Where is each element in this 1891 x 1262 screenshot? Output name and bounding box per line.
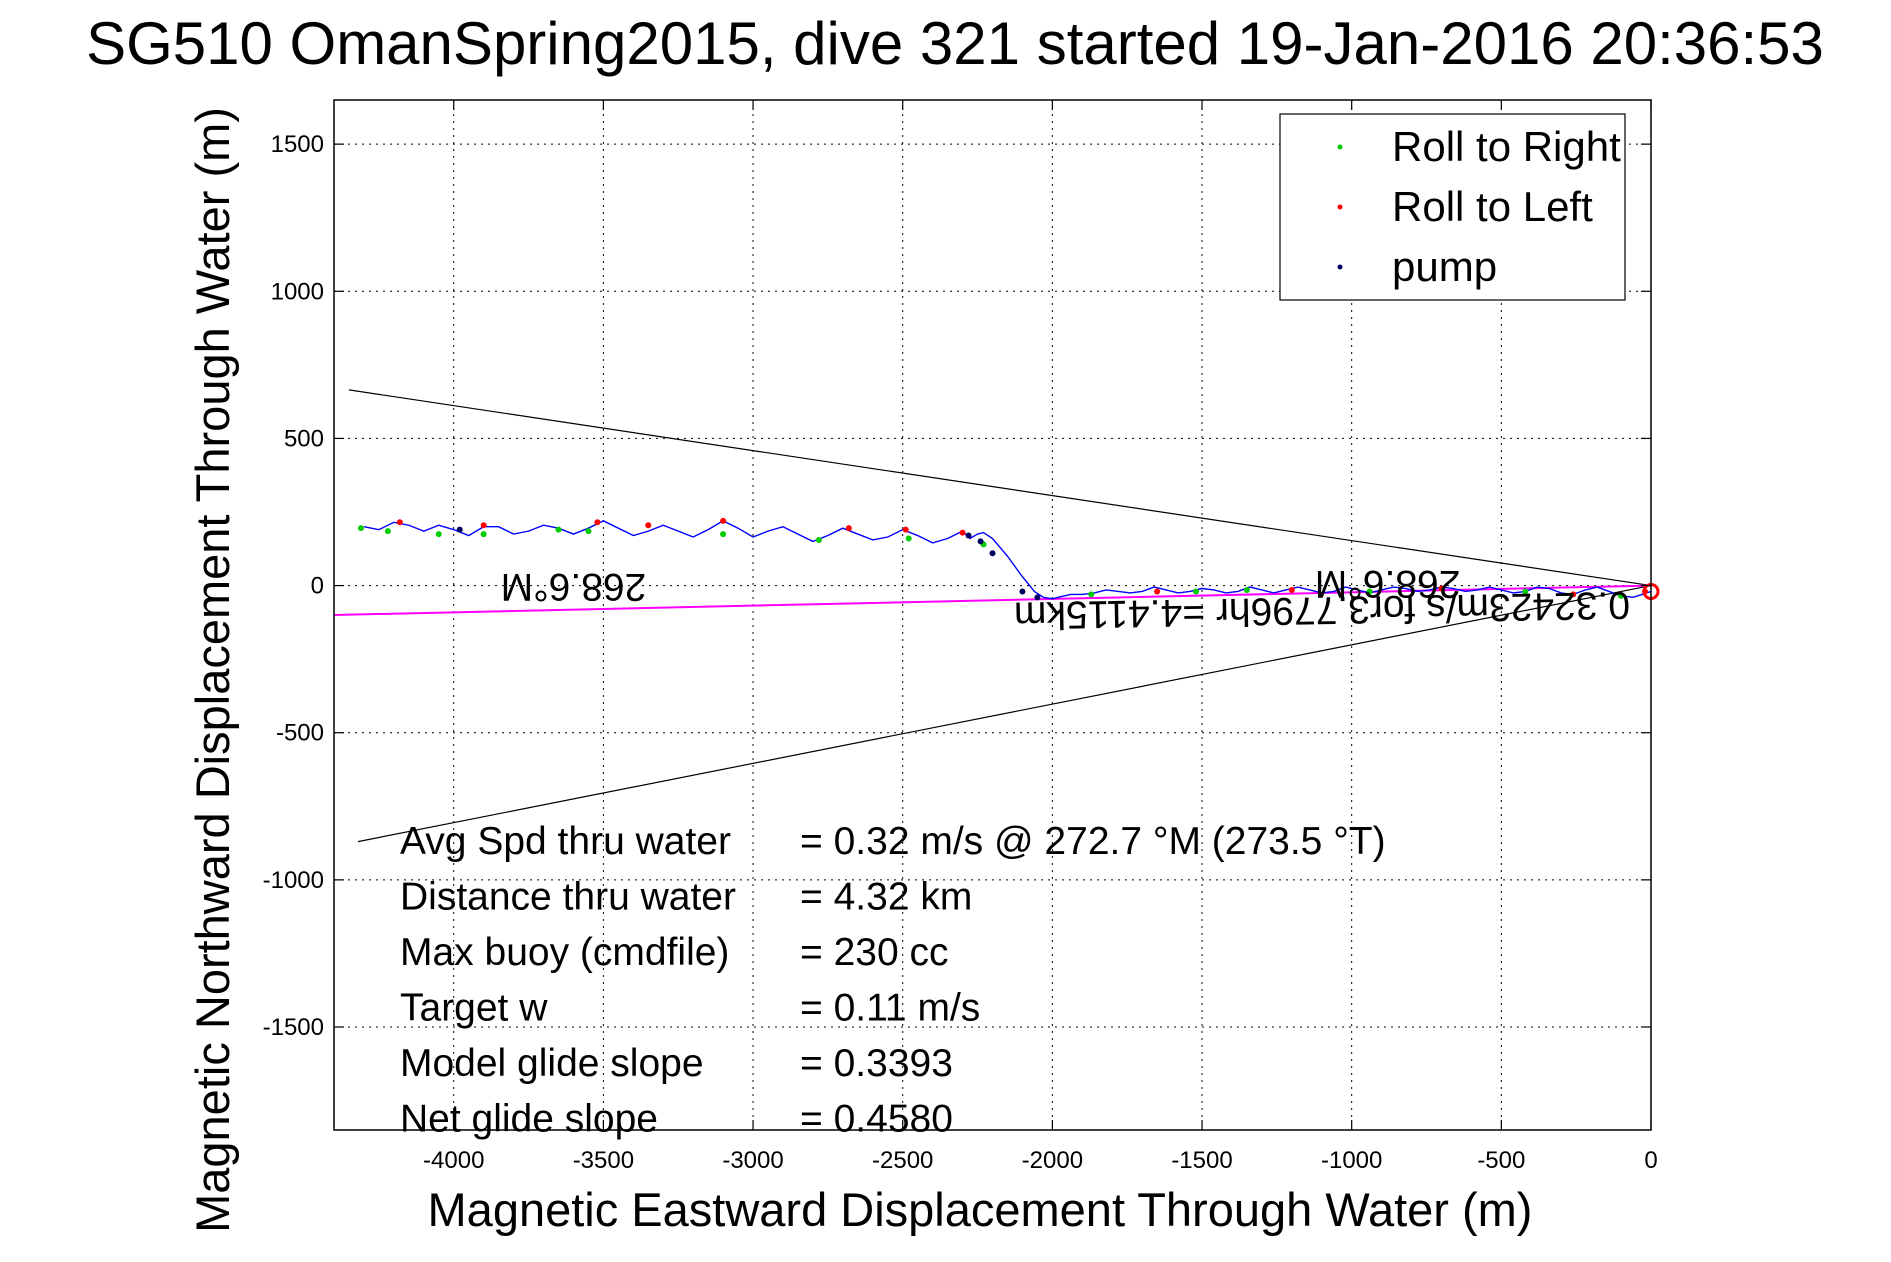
plot-frame: [333, 99, 1652, 1131]
y-tick-label: 0: [311, 573, 324, 600]
y-tick-label: -1500: [263, 1014, 324, 1041]
grid-lines: [334, 100, 1652, 1130]
roll-right-point: [555, 526, 562, 533]
pump-point: [989, 550, 996, 557]
x-tick-label: -3000: [722, 1147, 783, 1174]
x-tick-label: -4000: [423, 1147, 484, 1174]
roll-right-point: [720, 531, 727, 538]
heading-annotation: 0.32423m/s for3.7796hr =4.4115km: [1014, 583, 1631, 637]
stat-label: Net glide slope: [400, 1098, 658, 1141]
x-tick-label: -500: [1477, 1147, 1525, 1174]
roll-right-point: [905, 535, 912, 542]
stats-block: Avg Spd thru water = 0.32 m/s @ 272.7 °M …: [400, 820, 1386, 1141]
roll-right-point: [1366, 588, 1373, 595]
stat-label: Max buoy (cmdfile): [400, 931, 729, 974]
points-layer: [357, 517, 1649, 601]
stat-label: Avg Spd thru water: [400, 820, 731, 863]
roll-right-point: [1088, 591, 1095, 598]
x-tick-label: -2500: [872, 1147, 933, 1174]
roll-left-point: [902, 526, 909, 533]
pump-point: [1019, 588, 1026, 595]
stat-value: = 0.3393: [800, 1042, 953, 1085]
legend-marker: [1337, 264, 1343, 270]
heading-line: [357, 584, 1652, 843]
x-axis-label: Magnetic Eastward Displacement Through W…: [428, 1183, 1533, 1236]
legend-label: pump: [1392, 243, 1497, 290]
ticks: -4000 -3500 -3000 -2500 -2000 -1500 -1000 -500 0…: [263, 100, 1658, 1174]
stat-value: = 230 cc: [800, 931, 949, 974]
roll-left-point: [720, 517, 727, 524]
y-tick-label: 1500: [271, 131, 324, 158]
roll-right-point: [435, 531, 442, 538]
roll-right-point: [357, 525, 364, 532]
glider-track: [363, 520, 1652, 600]
roll-left-point: [1570, 591, 1577, 598]
x-tick-label: -2000: [1022, 1147, 1083, 1174]
roll-left-point: [645, 522, 652, 529]
roll-left-point: [1154, 588, 1161, 595]
y-tick-label: 1000: [271, 278, 324, 305]
x-tick-label: -1500: [1171, 1147, 1232, 1174]
roll-right-point: [1522, 588, 1529, 595]
stat-value: = 0.11 m/s: [800, 987, 980, 1030]
stat-label: Distance thru water: [400, 876, 736, 919]
roll-left-point: [594, 519, 601, 526]
roll-left-point: [959, 529, 966, 536]
roll-right-point: [815, 536, 822, 543]
x-tick-label: -3500: [573, 1147, 634, 1174]
x-tick-label: 0: [1644, 1147, 1657, 1174]
roll-left-point: [1438, 585, 1445, 592]
stat-value: = 0.32 m/s @ 272.7 °M (273.5 °T): [800, 820, 1386, 863]
legend-label: Roll to Right: [1392, 123, 1621, 170]
roll-left-point: [1288, 586, 1295, 593]
stat-label: Model glide slope: [400, 1042, 704, 1085]
heading-annotation: 268.6°M: [501, 565, 647, 608]
pump-point: [456, 526, 463, 533]
heading-line: [333, 584, 1652, 616]
annotations: 268.6°M 268.6°M0.32423m/s for3.7796hr =4.…: [501, 562, 1631, 637]
heading-line: [348, 389, 1652, 587]
y-tick-label: -500: [276, 720, 324, 747]
y-axis-label: Magnetic Northward Displacement Through …: [186, 107, 239, 1233]
y-tick-label: 500: [284, 425, 324, 452]
y-tick-label: -1000: [263, 867, 324, 894]
roll-right-point: [384, 528, 391, 535]
pump-point: [1034, 594, 1041, 601]
roll-left-point: [1642, 588, 1649, 595]
roll-right-point: [1193, 588, 1200, 595]
legend: Roll to Right Roll to Left pump: [1279, 113, 1626, 301]
roll-right-point: [1243, 586, 1250, 593]
x-tick-label: -1000: [1321, 1147, 1382, 1174]
heading-annotation: 268.6°M: [1315, 562, 1461, 605]
pump-point: [965, 532, 972, 539]
stat-label: Target w: [400, 987, 548, 1030]
roll-right-point: [1618, 592, 1625, 599]
roll-right-point: [480, 531, 487, 538]
roll-left-point: [845, 525, 852, 532]
roll-left-point: [396, 519, 403, 526]
legend-label: Roll to Left: [1392, 183, 1593, 230]
chart-title: SG510 OmanSpring2015, dive 321 started 1…: [86, 10, 1824, 77]
stat-value: = 0.4580: [800, 1098, 953, 1141]
stat-value: = 4.32 km: [800, 876, 972, 919]
legend-marker: [1337, 204, 1343, 210]
pump-point: [977, 538, 984, 545]
roll-right-point: [585, 528, 592, 535]
heading-lines: [333, 389, 1652, 843]
roll-left-point: [480, 522, 487, 529]
legend-marker: [1337, 144, 1343, 150]
